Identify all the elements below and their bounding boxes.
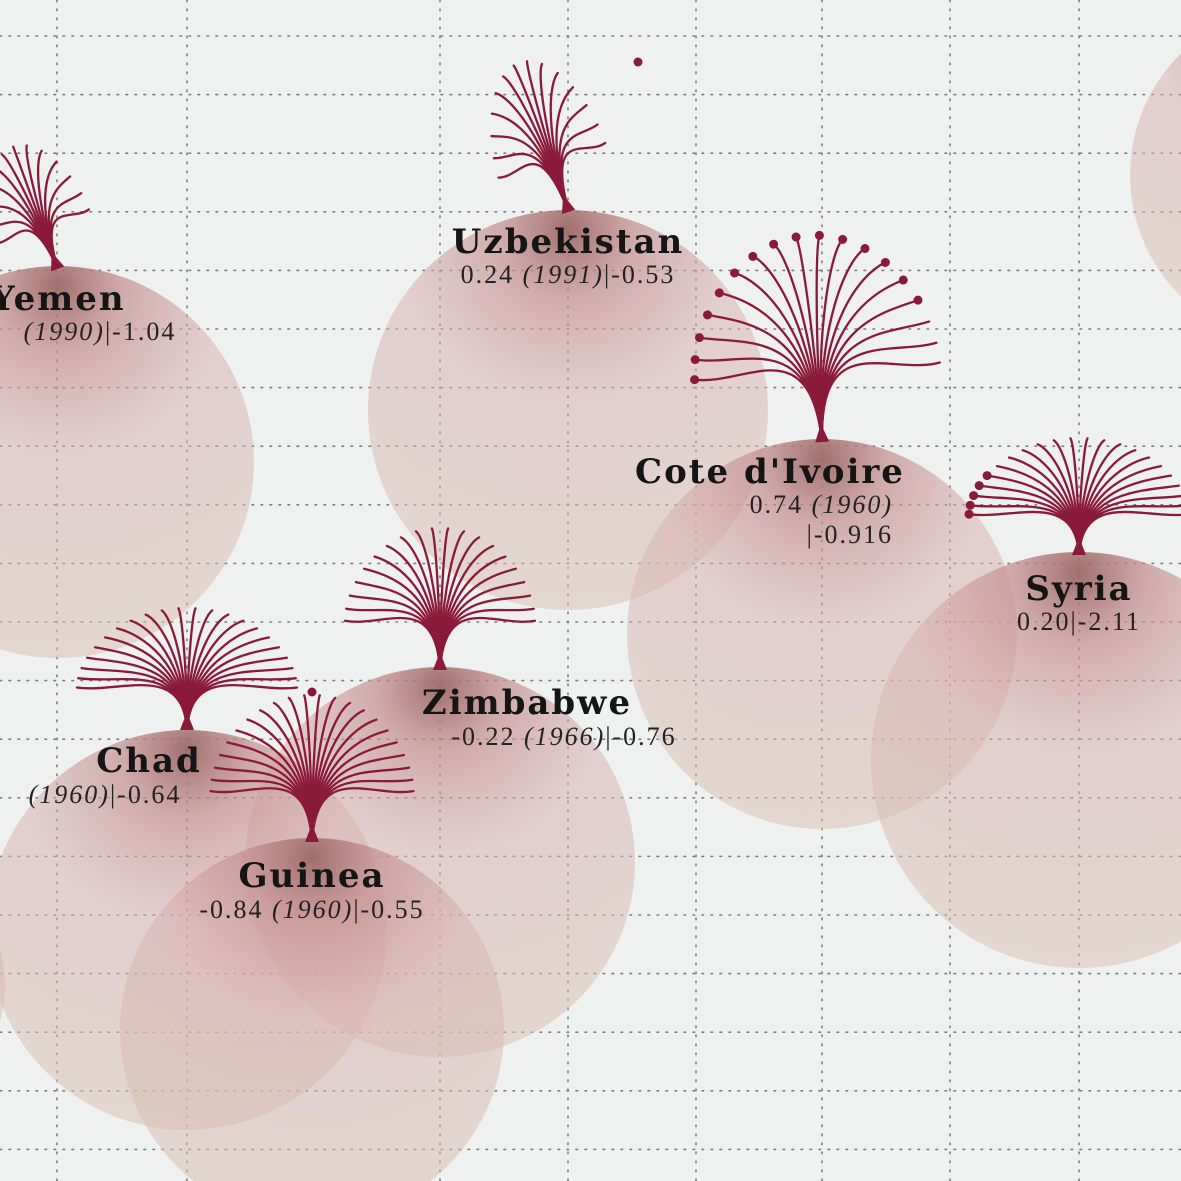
sprig-bud [860,244,870,254]
bubble [0,266,254,658]
value-label: -0.84 (1960)|-0.55 [199,895,424,924]
value-change: |-1.04 [105,317,176,346]
country-label: Syria [1025,569,1132,609]
country-label: Uzbekistan [452,222,684,262]
value-label: (1960)|-0.64 [29,780,182,809]
value-number: 0.24 [461,260,523,289]
sprig-stem [1077,510,1181,555]
value-year: (1960) [812,490,893,519]
sprig-bud [974,481,984,491]
sprig-base [815,424,830,443]
value-number: -0.84 [199,895,272,924]
bubble-offscreen [1130,53,1181,297]
sprig-bud [307,687,317,697]
sprig-bud [690,375,700,385]
sprig-stem [820,361,941,442]
value-number: 0.74 [750,490,812,519]
value-year: (1966) [524,722,605,751]
sprig-bud [730,268,740,278]
sprig-bud [694,333,704,343]
country-label: Guinea [238,856,385,896]
country-label: Chad [96,741,202,781]
value-year: (1960) [272,895,353,924]
value-change: |-0.55 [353,895,424,924]
value-change: |-0.76 [605,722,676,751]
sprig-stem [185,684,299,730]
sprig-bud [964,509,974,519]
sprig-icon [209,694,415,842]
sprig-icon [690,230,941,443]
value-year: (1990) [24,317,105,346]
value-label: (1990)|-1.04 [24,317,177,346]
sprig-stem [561,141,607,212]
sprig-bud [702,310,712,320]
sprig-bud [633,57,643,67]
value-label-line2: |-0.916 [807,520,893,549]
value-change: |-0.53 [604,260,675,289]
value-label: -0.22 (1966)|-0.76 [451,722,676,751]
bubble [120,838,504,1181]
value-year: (1960) [29,780,110,809]
sprig-bud [913,295,923,305]
sprig-icon [490,57,643,215]
sprig-bud [690,355,700,365]
sprig-bud [769,239,779,249]
sprig-bud [965,500,975,510]
sprig-base [561,194,576,215]
sprig-icon [75,607,317,730]
sprig-bud [714,288,724,298]
sprig-base [433,652,447,670]
sprig-bud [748,251,758,261]
sprig-stem [438,616,537,670]
sprig-icon [343,527,537,670]
sprig-bud [898,275,908,285]
sprig-bud [982,471,992,481]
bubble [368,210,768,610]
value-label: 0.24 (1991)|-0.53 [461,260,676,289]
country-label: Yemen [0,279,126,319]
country-label: Zimbabwe [422,683,632,723]
sprig-icon [0,144,90,272]
value-year: (1991) [523,260,604,289]
sprig-base [180,712,194,730]
sprigs [0,57,1181,842]
value-change: |-0.64 [110,780,181,809]
bubble [871,552,1181,968]
country-label: Cote d'Ivoire [635,452,905,492]
sprig-bud [791,232,801,242]
value-label: 0.20|-2.11 [1017,607,1141,636]
value-number: -0.22 [451,722,524,751]
sprig-base [51,251,65,272]
sprig-bud [814,230,824,240]
sprig-bud [838,234,848,244]
sprig-base [1072,537,1086,555]
sprig-icon [964,437,1181,555]
value-label: 0.74 (1960) [750,490,893,519]
sprig-base [305,824,319,842]
sprig-stem [50,208,90,269]
sprig-bud [880,257,890,267]
sprig-bud [969,491,979,501]
sprig-stem [310,787,415,842]
